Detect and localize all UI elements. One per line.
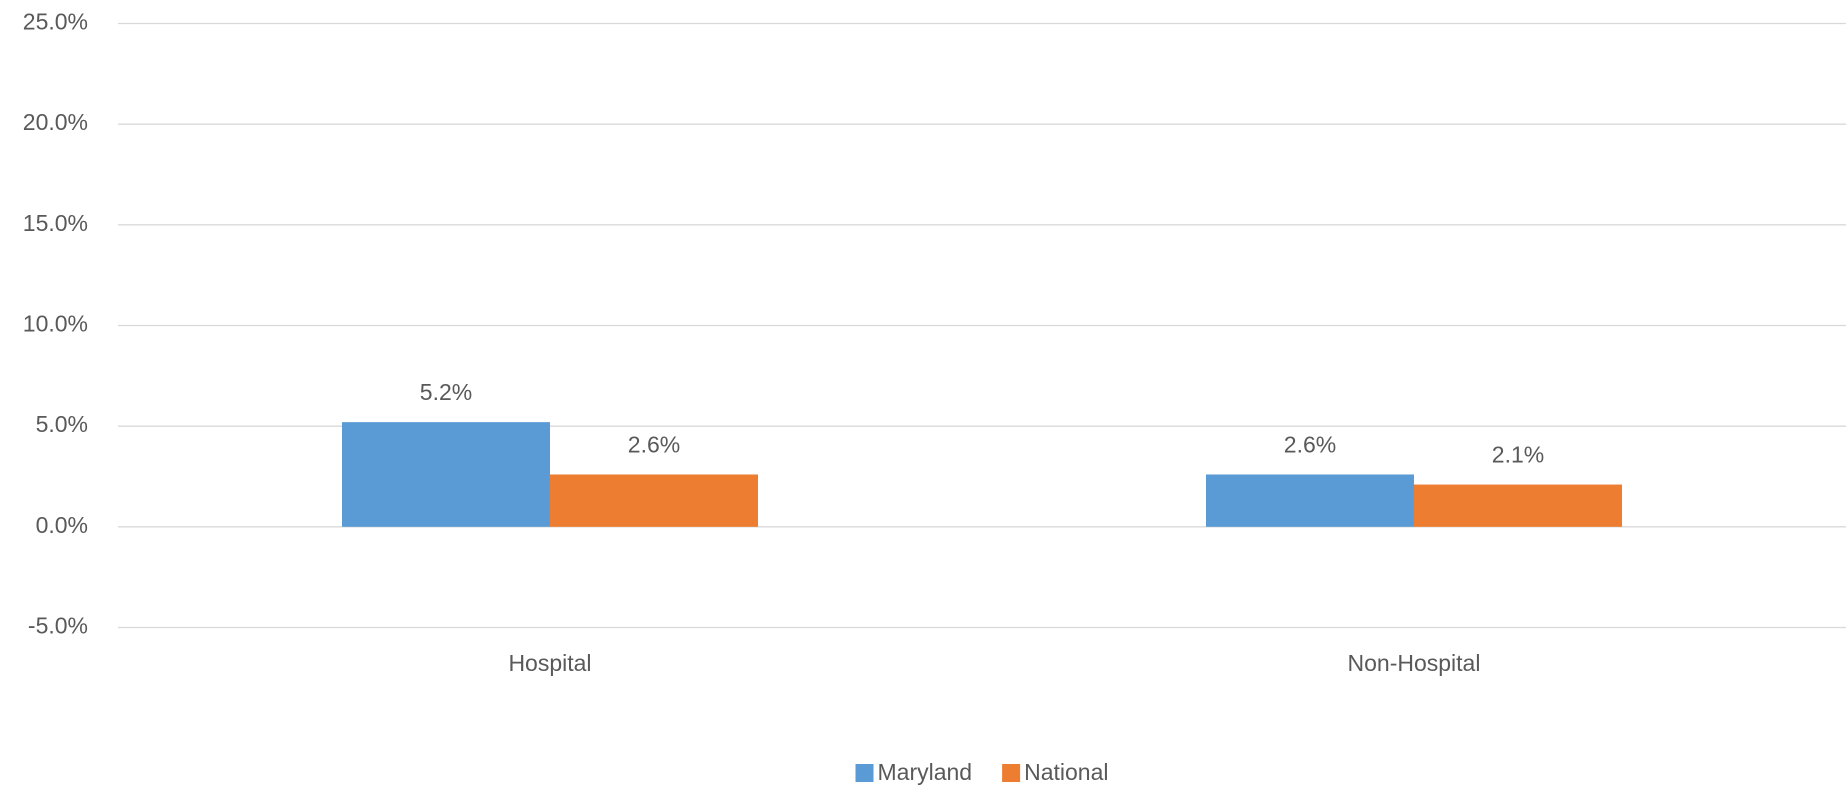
y-tick-label: 10.0% — [23, 311, 88, 337]
legend-swatch — [855, 764, 874, 782]
y-tick-label: 0.0% — [36, 512, 88, 538]
y-tick-label: -5.0% — [28, 613, 88, 639]
data-label: 5.2% — [420, 379, 472, 405]
legend-swatch — [1002, 764, 1021, 782]
y-tick-label: 25.0% — [23, 9, 88, 35]
legend-label: National — [1024, 759, 1108, 785]
y-tick-label: 15.0% — [23, 210, 88, 236]
bar — [550, 474, 758, 527]
bar — [1414, 484, 1622, 527]
x-tick-label: Hospital — [508, 650, 591, 676]
bar — [1206, 474, 1414, 527]
data-label: 2.6% — [628, 432, 680, 458]
legend-label: Maryland — [878, 759, 973, 785]
bar — [342, 422, 550, 527]
x-tick-label: Non-Hospital — [1348, 650, 1481, 676]
data-label: 2.6% — [1284, 432, 1336, 458]
data-label: 2.1% — [1492, 442, 1544, 468]
y-tick-label: 20.0% — [23, 109, 88, 135]
y-tick-label: 5.0% — [36, 411, 88, 437]
